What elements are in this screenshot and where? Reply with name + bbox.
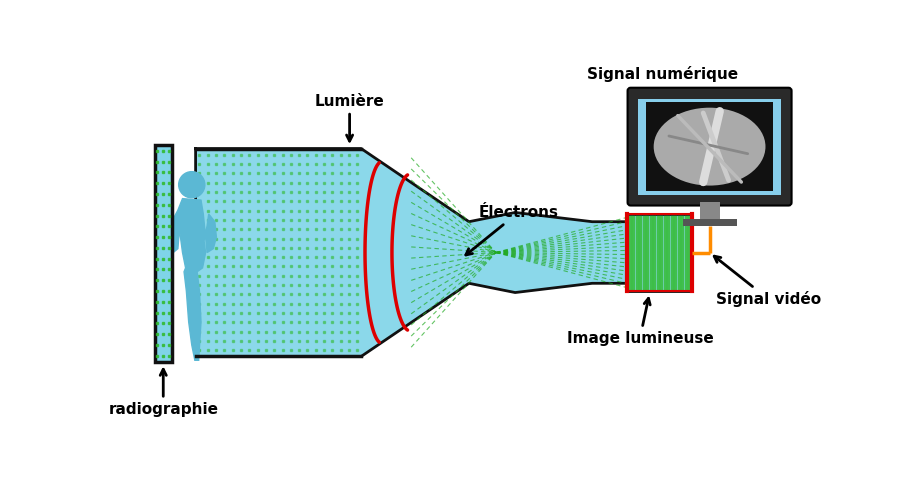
Ellipse shape	[653, 108, 766, 186]
Text: Signal numérique: Signal numérique	[587, 66, 738, 82]
FancyBboxPatch shape	[627, 88, 792, 206]
Text: Image lumineuse: Image lumineuse	[566, 298, 714, 346]
Text: Signal vidéo: Signal vidéo	[715, 256, 821, 307]
Bar	[638, 98, 781, 194]
Bar	[646, 102, 773, 191]
Polygon shape	[170, 198, 216, 360]
FancyBboxPatch shape	[155, 144, 172, 362]
Polygon shape	[626, 214, 692, 291]
Circle shape	[179, 172, 205, 198]
Text: radiographie: radiographie	[108, 370, 219, 417]
Polygon shape	[195, 148, 626, 356]
Text: Lumière: Lumière	[315, 94, 384, 141]
Bar	[682, 220, 736, 226]
Text: Électrons: Électrons	[466, 205, 558, 255]
Bar	[699, 202, 720, 220]
